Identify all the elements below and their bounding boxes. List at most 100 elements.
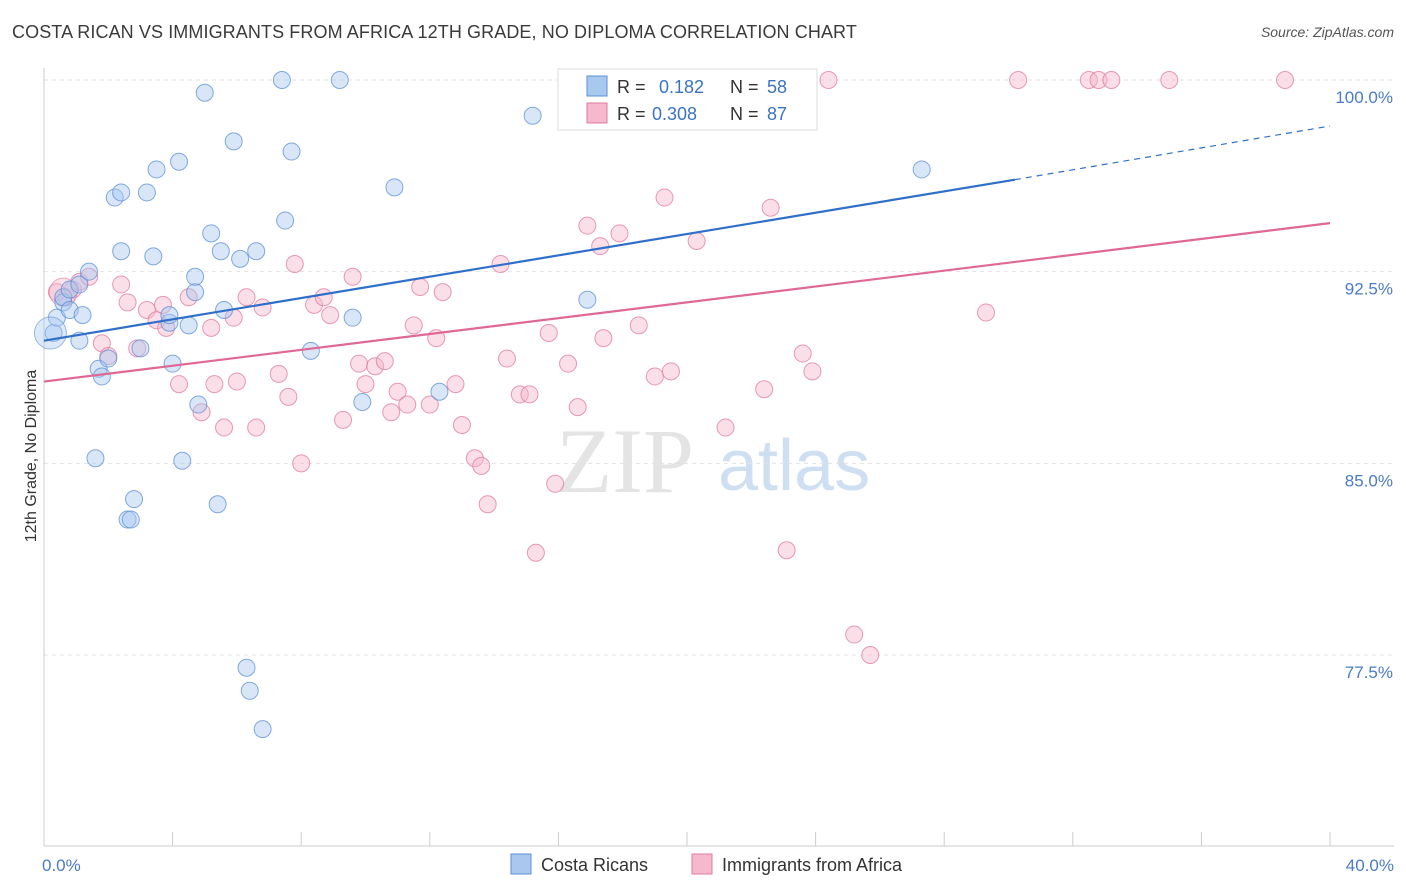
data-point — [559, 354, 578, 373]
data-point — [404, 316, 423, 335]
data-point — [279, 387, 298, 406]
data-point — [112, 275, 131, 294]
data-point — [343, 267, 362, 286]
data-point — [321, 306, 340, 325]
data-point — [112, 183, 131, 202]
watermark-zip: ZIP — [556, 410, 694, 512]
data-point — [578, 216, 597, 235]
series-immigrants-africa — [47, 71, 1294, 664]
data-point — [716, 418, 735, 437]
data-point — [661, 362, 680, 381]
data-point — [385, 178, 404, 197]
data-point — [655, 188, 674, 207]
legend-n-label-blue: N = — [730, 77, 759, 97]
data-point — [546, 474, 565, 493]
data-point — [755, 380, 774, 399]
data-point — [211, 242, 230, 261]
y-tick-label: 85.0% — [1345, 471, 1393, 490]
legend-n-value-pink: 87 — [767, 104, 787, 124]
data-point — [568, 398, 587, 417]
data-point — [343, 308, 362, 327]
data-point — [761, 198, 780, 217]
legend-r-value-pink: 0.308 — [652, 104, 697, 124]
data-point — [125, 490, 144, 509]
data-point — [578, 290, 597, 309]
data-point — [356, 375, 375, 394]
data-point-cluster — [33, 316, 67, 350]
data-point — [237, 288, 256, 307]
data-point — [420, 395, 439, 414]
grid-lines — [44, 79, 1394, 656]
series-legend-label-pink: Immigrants from Africa — [722, 855, 903, 875]
legend-r-value-blue: 0.182 — [659, 77, 704, 97]
data-point — [520, 385, 539, 404]
data-point — [170, 152, 189, 171]
data-point — [388, 382, 407, 401]
data-point — [433, 283, 452, 302]
data-point — [137, 183, 156, 202]
data-point — [144, 247, 163, 266]
data-point — [1009, 71, 1028, 89]
data-point — [215, 418, 234, 437]
data-point — [687, 232, 706, 250]
legend-swatch-pink — [586, 102, 608, 124]
data-point — [330, 71, 349, 89]
data-point — [314, 288, 333, 307]
data-point — [170, 375, 189, 394]
legend-n-value-blue: 58 — [767, 77, 787, 97]
data-point — [591, 237, 610, 256]
data-point — [861, 646, 880, 664]
x-tick-label: 0.0% — [42, 856, 81, 875]
data-point — [99, 349, 118, 368]
data-point — [472, 456, 491, 475]
axes — [43, 68, 1394, 847]
data-point — [205, 375, 224, 394]
data-point — [510, 385, 529, 404]
data-point — [594, 329, 613, 348]
data-point — [777, 541, 796, 560]
data-point — [382, 403, 401, 422]
data-point — [350, 354, 369, 373]
data-point — [253, 298, 272, 317]
x-tick-labels: 0.0% 40.0% — [42, 856, 1394, 875]
data-point — [793, 344, 812, 363]
data-point — [112, 242, 131, 261]
data-point — [282, 142, 301, 161]
data-point — [333, 410, 352, 429]
trend-line-costa-ricans — [43, 178, 1016, 342]
data-point — [272, 71, 291, 89]
data-point — [976, 303, 995, 322]
data-point — [819, 71, 838, 89]
data-point — [70, 275, 89, 294]
series-legend: Costa Ricans Immigrants from Africa — [510, 853, 903, 875]
data-point — [121, 510, 140, 529]
data-point — [147, 160, 166, 179]
data-point — [478, 495, 497, 514]
series-legend-swatch-blue — [510, 853, 532, 875]
legend-n-label-pink: N = — [730, 104, 759, 124]
legend-swatch-blue — [586, 75, 608, 97]
data-point — [452, 416, 471, 434]
data-point — [86, 449, 105, 468]
trend-line-immigrants-africa — [43, 222, 1331, 383]
data-point — [285, 255, 304, 273]
data-point — [446, 375, 465, 394]
x-ticks — [43, 832, 1331, 846]
data-point — [845, 625, 864, 644]
data-point — [224, 132, 243, 151]
watermark-atlas: atlas — [718, 426, 870, 506]
data-point — [73, 306, 92, 325]
data-point — [366, 357, 385, 376]
data-point — [118, 293, 137, 312]
data-point — [186, 267, 205, 286]
y-tick-label: 77.5% — [1345, 663, 1393, 682]
data-point — [398, 395, 417, 414]
trend-line-costa-ricans-extension — [1014, 125, 1331, 181]
data-point — [163, 354, 182, 373]
data-point — [292, 454, 311, 473]
y-tick-label: 92.5% — [1345, 280, 1393, 299]
data-point — [231, 249, 250, 268]
legend-r-label-pink: R = — [617, 104, 646, 124]
data-point — [189, 395, 208, 414]
